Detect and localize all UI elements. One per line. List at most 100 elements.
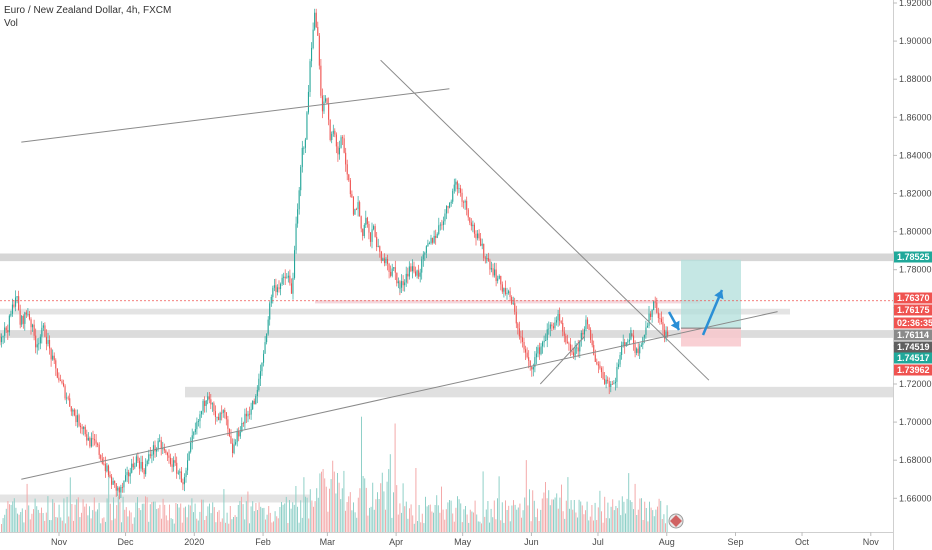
candle-body <box>267 319 269 334</box>
candle-body <box>52 355 54 360</box>
volume-bar <box>577 517 578 532</box>
volume-bar <box>260 506 262 532</box>
volume-bar <box>453 521 455 532</box>
price-badge-label: 1.76114 <box>897 330 929 340</box>
forecast-arrow-head[interactable] <box>670 320 680 330</box>
volume-histogram <box>1 416 668 532</box>
volume-bar <box>466 514 468 532</box>
candle-body <box>450 201 452 203</box>
candle-body <box>58 377 60 381</box>
candle-body <box>4 327 6 336</box>
volume-bar <box>564 518 566 532</box>
volume-bar <box>92 510 94 532</box>
volume-bar <box>503 522 505 532</box>
candle-body <box>430 237 432 244</box>
volume-bar <box>261 508 263 532</box>
volume-bar <box>348 496 350 532</box>
candle-body <box>18 296 20 311</box>
price-zone[interactable] <box>315 300 700 304</box>
candle-body <box>253 400 255 405</box>
trend-line[interactable] <box>21 311 778 480</box>
price-zone[interactable] <box>0 253 893 262</box>
time-tick-label: Nov <box>51 537 68 547</box>
volume-bar <box>265 519 266 532</box>
price-zone[interactable] <box>0 494 310 503</box>
candle-body <box>351 194 353 198</box>
candle-body <box>221 412 223 414</box>
volume-bar <box>455 507 457 532</box>
candle-body <box>83 426 85 429</box>
volume-bar <box>652 510 654 532</box>
price-zone[interactable] <box>0 330 893 338</box>
candle-body <box>205 400 207 406</box>
candle-body <box>132 463 134 468</box>
volume-bar <box>242 504 244 532</box>
forecast-arrows[interactable] <box>667 289 724 336</box>
price-zone[interactable] <box>0 308 790 315</box>
trend-line[interactable] <box>21 88 450 143</box>
trend-line[interactable] <box>380 59 710 381</box>
candle-body <box>106 465 108 472</box>
trend-line[interactable] <box>539 336 586 385</box>
volume-bar <box>378 499 380 532</box>
volume-bar <box>569 508 570 532</box>
volume-bar <box>533 500 535 532</box>
volume-bar <box>119 502 121 532</box>
candle-body <box>413 266 415 272</box>
candle-body <box>109 475 111 477</box>
price-tick-label: 1.82000 <box>899 189 932 199</box>
price-badge <box>894 341 932 353</box>
volume-bar <box>479 521 481 532</box>
forecast-arrow-shaft[interactable] <box>701 289 724 336</box>
volume-bar <box>540 509 542 532</box>
volume-bar <box>329 488 330 532</box>
volume-bar <box>570 500 572 532</box>
volume-bar <box>66 496 68 532</box>
candle-body <box>490 268 492 270</box>
volume-bar <box>170 518 172 532</box>
volume-bar <box>73 520 74 532</box>
time-tick-label: Dec <box>118 537 135 547</box>
volume-bar <box>249 523 250 532</box>
candle-body <box>118 487 120 493</box>
candle-body <box>201 411 203 415</box>
volume-bar <box>436 495 438 532</box>
forecast-arrow-head[interactable] <box>714 290 724 300</box>
volume-bar <box>69 477 71 532</box>
price-tick-label: 1.92000 <box>899 0 932 8</box>
volume-bar <box>215 522 217 532</box>
volume-bar <box>551 499 553 532</box>
candle-body <box>171 464 173 467</box>
volume-bar <box>461 522 463 532</box>
candle-body <box>614 381 616 384</box>
candle-body <box>618 364 620 367</box>
volume-bar <box>618 500 620 532</box>
trend-lines[interactable] <box>0 59 893 480</box>
candle-body <box>633 335 635 344</box>
volume-bar <box>89 506 90 532</box>
candle-body <box>651 309 653 317</box>
candle-body <box>521 337 523 342</box>
candle-body <box>477 233 479 239</box>
volume-bar <box>473 512 474 532</box>
candle-body <box>634 344 636 353</box>
candle-body <box>518 328 520 337</box>
volume-bar <box>333 471 335 532</box>
candle-body <box>640 344 642 347</box>
volume-bar <box>284 503 286 532</box>
candle-body <box>607 379 609 382</box>
long-position-tool[interactable] <box>681 259 741 347</box>
candle-body <box>174 460 176 463</box>
volume-bar <box>201 499 202 532</box>
price-axis[interactable]: 1.92000 1.90000 1.88000 1.86000 1.84000 1.820… <box>893 0 932 550</box>
candle-body <box>70 406 72 412</box>
position-loss-zone[interactable] <box>681 328 741 347</box>
volume-bar <box>29 519 31 532</box>
time-axis[interactable]: Nov Dec 2020 Feb Mar Apr May Jun Jul Aug Sep Oct Nov <box>0 532 893 547</box>
candle-body <box>67 397 69 399</box>
price-zone[interactable] <box>185 386 893 398</box>
candle-body <box>506 292 508 294</box>
chart-legend: Euro / New Zealand Dollar, 4h, FXCM Vol <box>4 4 171 30</box>
candle-body <box>552 326 554 329</box>
